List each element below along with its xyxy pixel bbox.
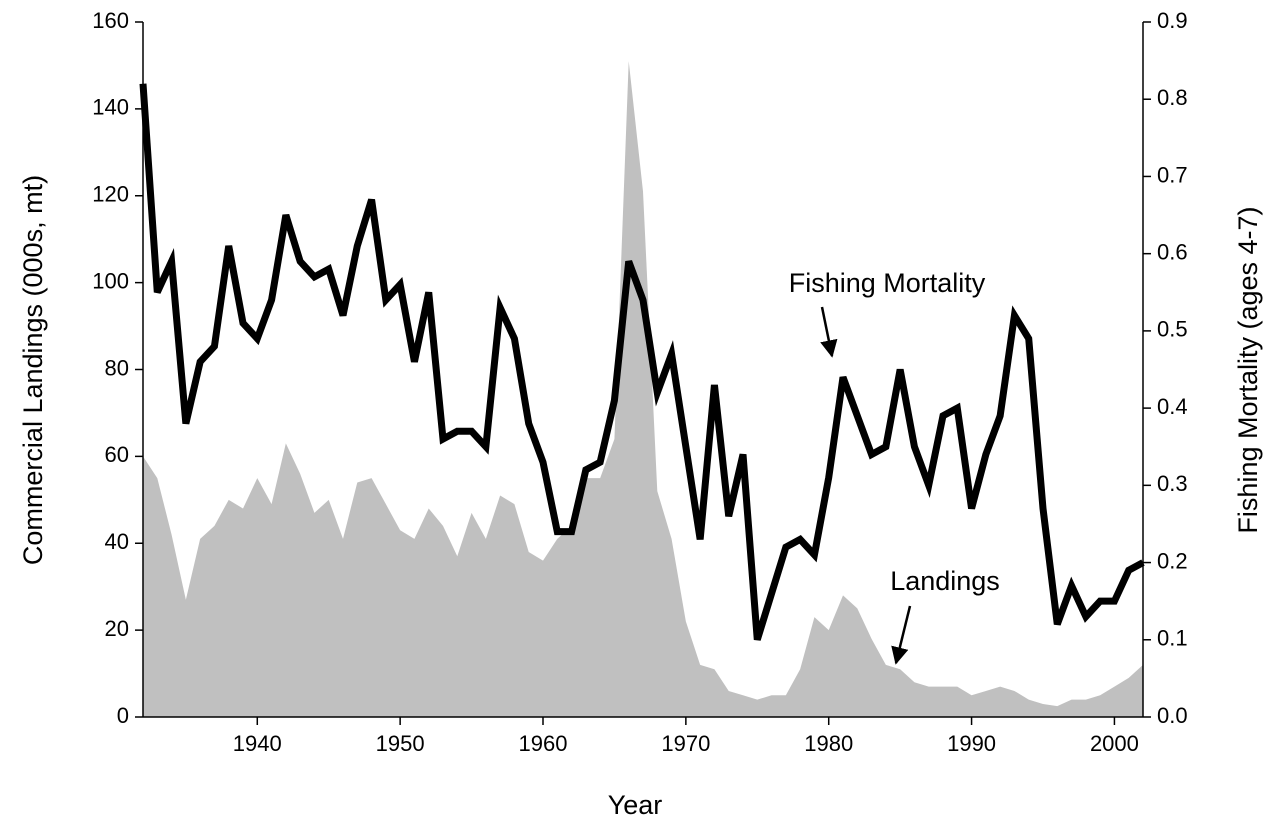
y2-tick-label: 0.1 [1157, 626, 1188, 651]
y-tick-label: 140 [92, 95, 129, 120]
x-tick-label: 1990 [947, 731, 996, 756]
x-tick-label: 1980 [804, 731, 853, 756]
x-tick-label: 1940 [233, 731, 282, 756]
annotation: Landings [890, 566, 1000, 596]
y-tick-label: 160 [92, 8, 129, 33]
y-tick-label: 80 [105, 355, 129, 380]
y-tick-label: 0 [117, 703, 129, 728]
x-tick-label: 1970 [661, 731, 710, 756]
y-tick-label: 100 [92, 268, 129, 293]
area [143, 61, 1143, 717]
x-axis-label: Year [608, 790, 663, 820]
y2-tick-label: 0.2 [1157, 548, 1188, 573]
y2-tick-label: 0.3 [1157, 471, 1188, 496]
y-axis-label: Commercial Landings (000s, mt) [18, 175, 48, 565]
y2-tick-label: 0.6 [1157, 239, 1188, 264]
y2-tick-label: 0.4 [1157, 394, 1188, 419]
annotation-arrow [891, 605, 912, 665]
annotation-arrow [820, 306, 838, 358]
y-tick-label: 120 [92, 182, 129, 207]
x-tick-label: 2000 [1090, 731, 1139, 756]
line [139, 83, 1145, 641]
y2-tick-label: 0.9 [1157, 8, 1188, 33]
annotation: Fishing Mortality [789, 268, 986, 298]
y-tick-label: 40 [105, 529, 129, 554]
y-tick-label: 20 [105, 616, 129, 641]
y2-axis-label: Fishing Mortality (ages 4-7) [1233, 206, 1263, 533]
y2-tick-label: 0.7 [1157, 162, 1188, 187]
x-tick-label: 1960 [519, 731, 568, 756]
y2-tick-label: 0.0 [1157, 703, 1188, 728]
y2-tick-label: 0.5 [1157, 317, 1188, 342]
y2-tick-label: 0.8 [1157, 85, 1188, 110]
plot-area [139, 61, 1145, 717]
x-tick-label: 1950 [376, 731, 425, 756]
y-tick-label: 60 [105, 442, 129, 467]
